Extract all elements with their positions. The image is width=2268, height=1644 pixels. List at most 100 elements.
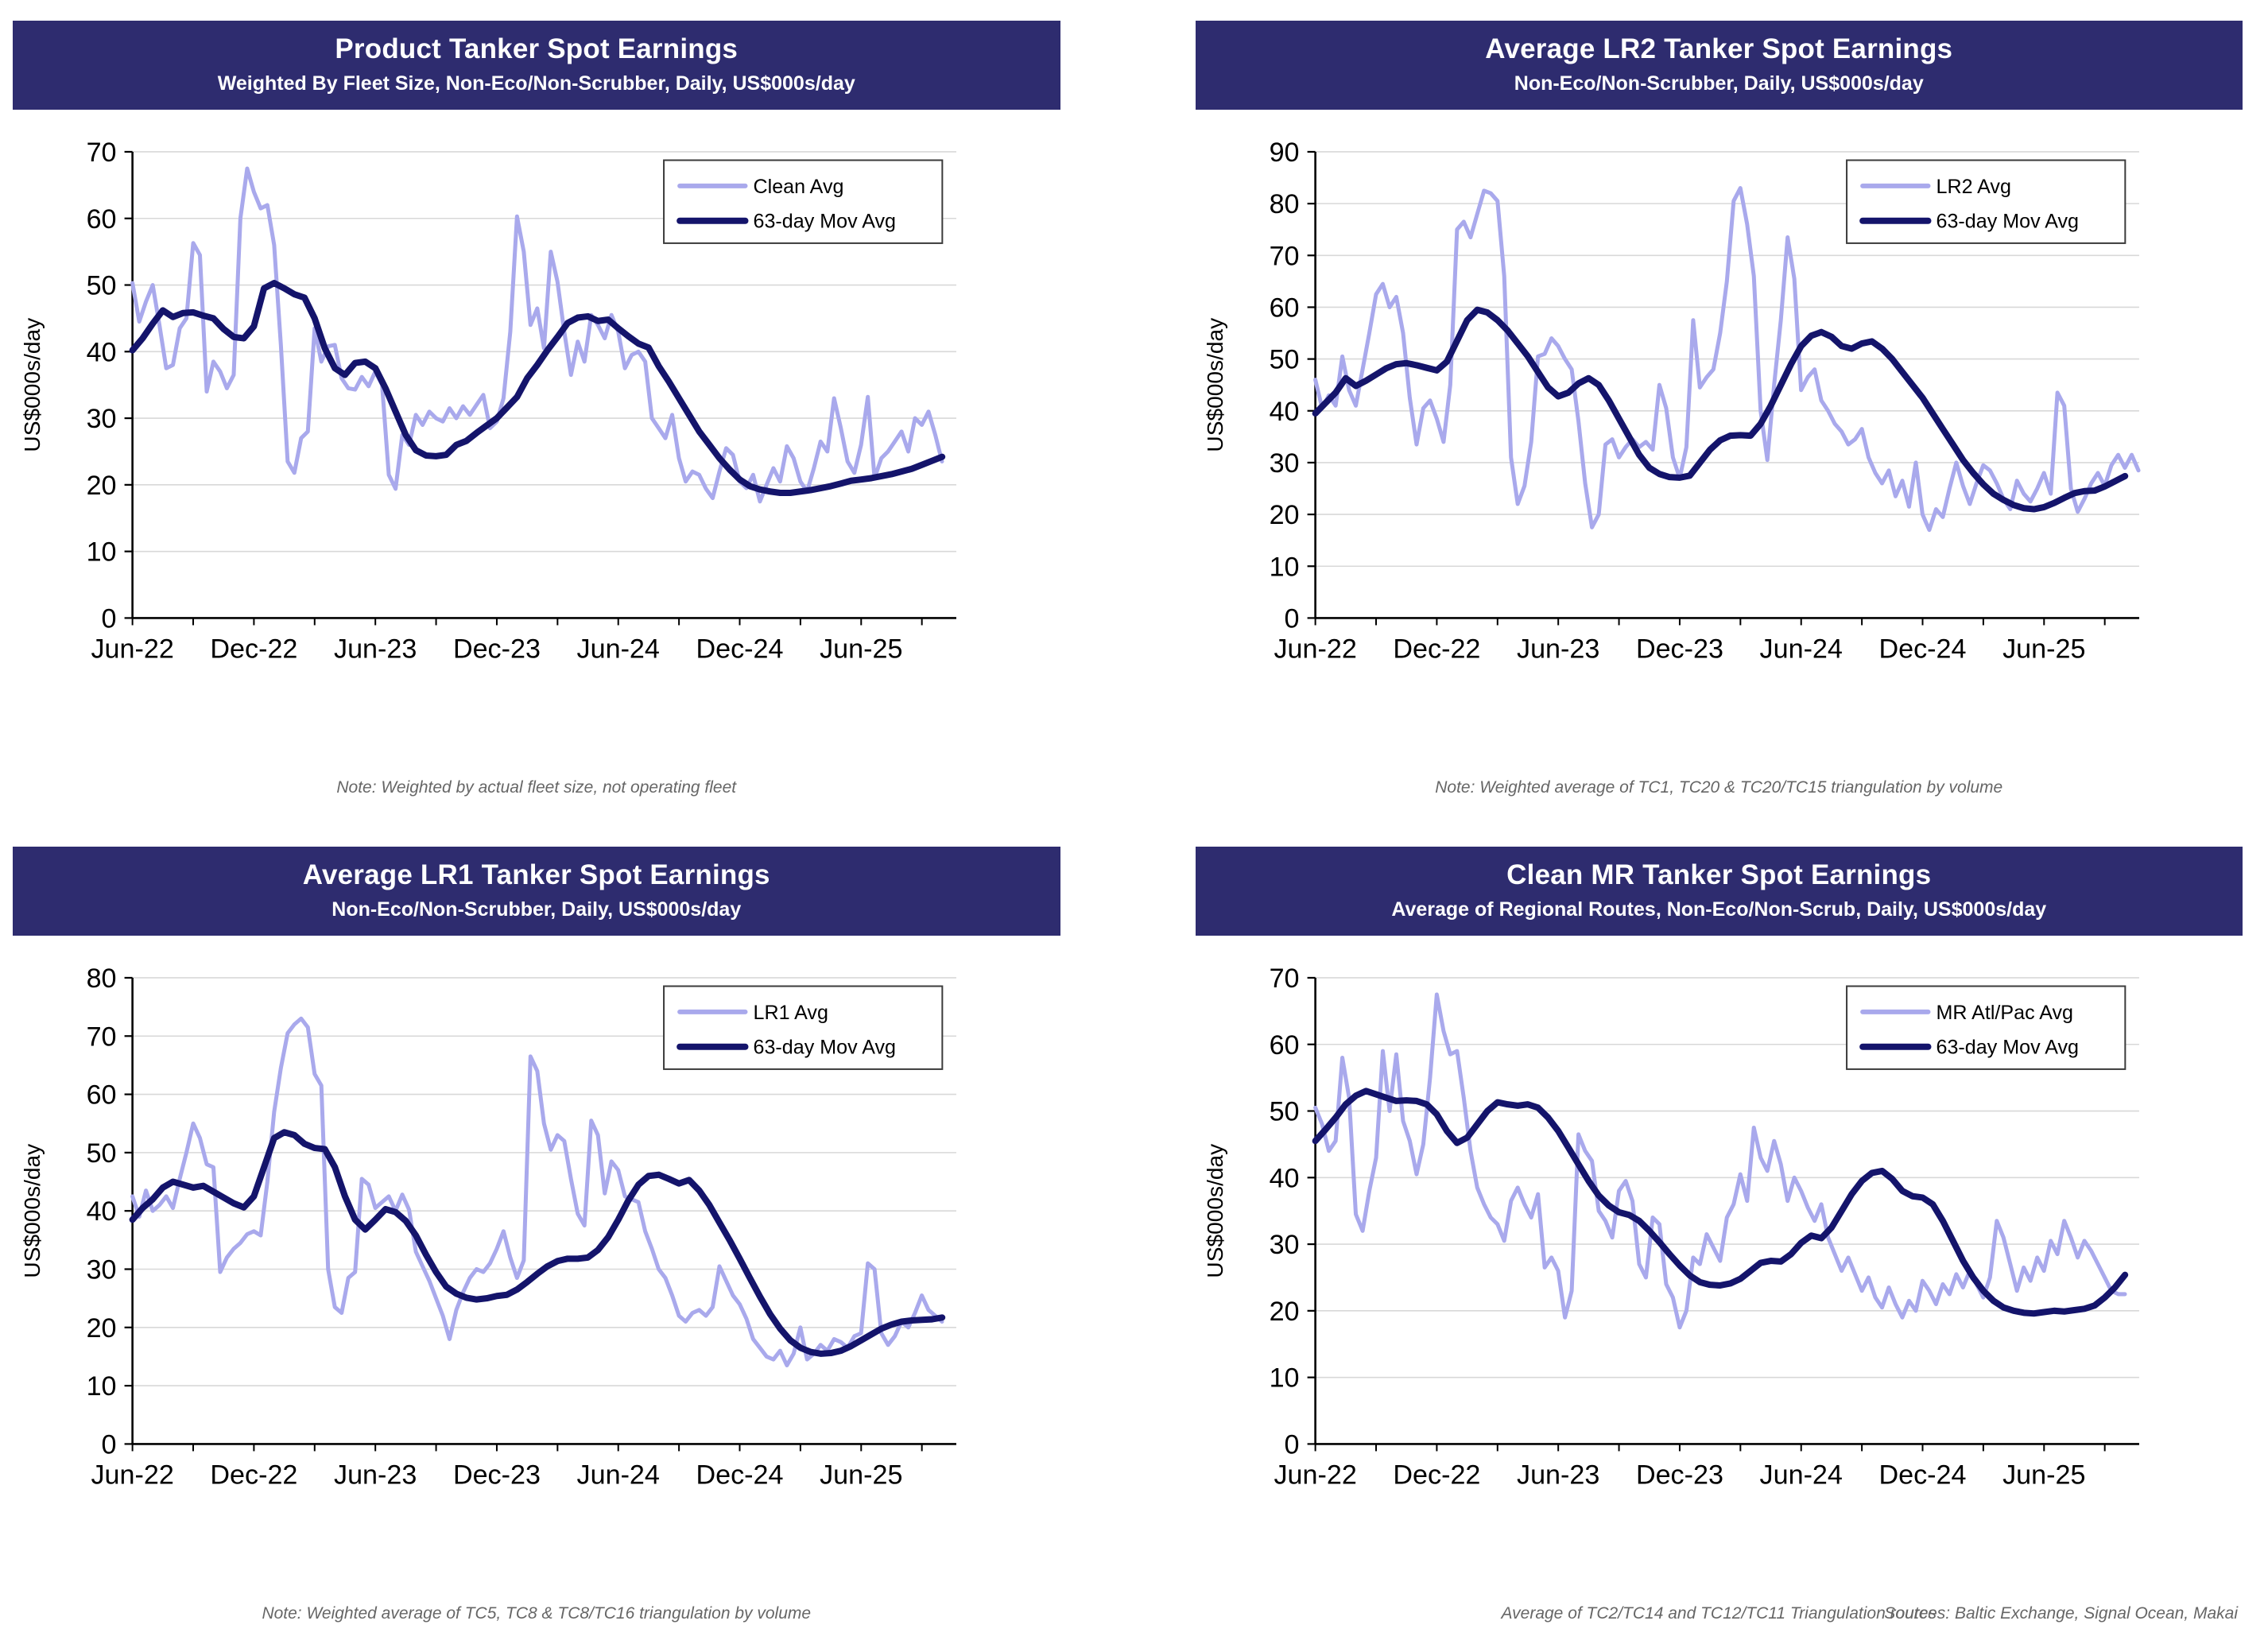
y-tick-label: 50 xyxy=(1269,345,1299,375)
legend-label: 63-day Mov Avg xyxy=(754,1037,896,1059)
chart-subtitle: Non-Eco/Non-Scrubber, Daily, US$000s/day xyxy=(331,898,742,921)
x-tick-label: Dec-24 xyxy=(696,634,783,665)
x-tick-label: Jun-24 xyxy=(577,1460,660,1491)
x-tick-label: Jun-23 xyxy=(334,1460,417,1491)
legend-label: 63-day Mov Avg xyxy=(1936,1037,2078,1059)
chart-note: Note: Weighted average of TC1, TC20 & TC… xyxy=(1435,778,2003,797)
y-tick-label: 0 xyxy=(102,603,117,634)
y-tick-label: 60 xyxy=(87,204,117,235)
y-tick-label: 0 xyxy=(102,1429,117,1460)
y-axis-title: US$000s/day xyxy=(20,1144,45,1278)
panel-footer: Note: Weighted by actual fleet size, not… xyxy=(13,778,1060,812)
chart-panel-lr1: Average LR1 Tanker Spot Earnings Non-Eco… xyxy=(13,847,1060,1638)
y-tick-label: 20 xyxy=(1269,500,1299,530)
chart-note: Note: Weighted average of TC5, TC8 & TC8… xyxy=(262,1604,812,1623)
y-axis-title: US$000s/day xyxy=(1203,318,1227,452)
y-tick-label: 50 xyxy=(87,271,117,301)
y-tick-label: 70 xyxy=(87,1022,117,1052)
y-tick-label: 0 xyxy=(1284,603,1299,634)
panel-footer: Average of TC2/TC14 and TC12/TC11 Triang… xyxy=(1196,1604,2243,1638)
y-tick-label: 70 xyxy=(1269,964,1299,994)
x-tick-label: Jun-24 xyxy=(1759,634,1842,665)
x-tick-label: Jun-25 xyxy=(820,634,902,665)
chart-subtitle: Weighted By Fleet Size, Non-Eco/Non-Scru… xyxy=(217,72,855,95)
x-tick-label: Jun-22 xyxy=(1274,1460,1356,1491)
x-tick-label: Dec-24 xyxy=(1878,1460,1966,1491)
chart-sources: Sources: Baltic Exchange, Signal Ocean, … xyxy=(1884,1604,2238,1623)
x-tick-label: Jun-22 xyxy=(91,1460,173,1491)
y-tick-label: 10 xyxy=(87,537,117,568)
daily-series-line xyxy=(130,1016,944,1368)
chart-canvas-product-tanker: 0 10 20 30 40 50 60 70 Jun-22 Dec-22 Jun-23 Dec-23 J… xyxy=(20,138,956,665)
chart-canvas-lr1: 0 10 20 30 40 50 60 70 80 Jun-22 Dec-22 Jun-23 Dec-2… xyxy=(20,964,956,1491)
chart-canvas-mr: 0 10 20 30 40 50 60 70 Jun-22 Dec-22 Jun-23 Dec-23 J… xyxy=(1203,964,2139,1491)
x-tick-label: Dec-23 xyxy=(453,1460,541,1491)
y-tick-label: 20 xyxy=(87,471,117,501)
y-tick-label: 0 xyxy=(1284,1429,1299,1460)
y-tick-label: 50 xyxy=(1269,1097,1299,1127)
legend-label: 63-day Mov Avg xyxy=(1936,211,2078,233)
legend-label: LR2 Avg xyxy=(1936,176,2010,198)
y-tick-label: 30 xyxy=(87,1255,117,1285)
y-axis-title: US$000s/day xyxy=(1203,1144,1227,1278)
y-tick-label: 30 xyxy=(87,404,117,434)
y-tick-label: 10 xyxy=(87,1371,117,1402)
x-tick-label: Jun-23 xyxy=(1517,1460,1599,1491)
chart-title: Clean MR Tanker Spot Earnings xyxy=(1506,859,1932,890)
chart-title: Average LR1 Tanker Spot Earnings xyxy=(302,859,770,890)
chart-canvas-lr2: 0 10 20 30 40 50 60 70 80 90 Jun-22 Dec-22 Jun-23 Dec… xyxy=(1203,138,2141,665)
x-tick-label: Dec-22 xyxy=(210,634,297,665)
x-tick-label: Dec-23 xyxy=(1635,634,1723,665)
chart-area: 0 10 20 30 40 50 60 70 Jun-22 Dec-22 Jun-23 Dec-23 J… xyxy=(13,110,1060,778)
moving-average-line xyxy=(129,1129,946,1357)
y-tick-label: 80 xyxy=(87,964,117,994)
y-tick-label: 80 xyxy=(1269,189,1299,219)
x-tick-label: Dec-24 xyxy=(696,1460,783,1491)
daily-series-line xyxy=(1312,186,2141,533)
x-tick-label: Dec-24 xyxy=(1878,634,1966,665)
y-tick-label: 90 xyxy=(1269,138,1299,168)
moving-average-line xyxy=(129,280,946,496)
x-tick-label: Jun-22 xyxy=(1274,634,1356,665)
legend-label: Clean Avg xyxy=(754,176,844,198)
y-tick-label: 70 xyxy=(1269,241,1299,271)
x-tick-label: Dec-23 xyxy=(1635,1460,1723,1491)
chart-area: 0 10 20 30 40 50 60 70 Jun-22 Dec-22 Jun-23 Dec-23 J… xyxy=(1196,936,2243,1604)
chart-note: Note: Weighted by actual fleet size, not… xyxy=(336,778,737,797)
x-tick-label: Dec-22 xyxy=(1393,634,1480,665)
x-tick-label: Jun-23 xyxy=(334,634,417,665)
moving-average-line xyxy=(1312,306,2128,513)
x-tick-label: Jun-25 xyxy=(820,1460,902,1491)
chart-subtitle: Average of Regional Routes, Non-Eco/Non-… xyxy=(1391,898,2047,921)
panel-header: Product Tanker Spot Earnings Weighted By… xyxy=(13,21,1060,110)
moving-average-line xyxy=(1312,1088,2128,1317)
legend-box xyxy=(663,985,944,1070)
legend-label: 63-day Mov Avg xyxy=(754,211,896,233)
x-tick-label: Dec-23 xyxy=(453,634,541,665)
x-tick-label: Jun-25 xyxy=(2002,1460,2085,1491)
chart-title: Product Tanker Spot Earnings xyxy=(335,33,739,64)
chart-title: Average LR2 Tanker Spot Earnings xyxy=(1485,33,1953,64)
chart-subtitle: Non-Eco/Non-Scrubber, Daily, US$000s/day xyxy=(1514,72,1924,95)
chart-panel-lr2: Average LR2 Tanker Spot Earnings Non-Eco… xyxy=(1195,21,2243,812)
x-tick-label: Dec-22 xyxy=(1393,1460,1480,1491)
x-tick-label: Jun-22 xyxy=(91,634,173,665)
panel-footer: Note: Weighted average of TC5, TC8 & TC8… xyxy=(13,1604,1060,1638)
y-tick-label: 40 xyxy=(87,1196,117,1227)
x-tick-label: Jun-24 xyxy=(1759,1460,1842,1491)
y-tick-label: 50 xyxy=(87,1138,117,1169)
legend-label: MR Atl/Pac Avg xyxy=(1936,1002,2072,1024)
panel-header: Clean MR Tanker Spot Earnings Average of… xyxy=(1195,847,2243,936)
y-tick-label: 40 xyxy=(1269,397,1299,427)
panel-header: Average LR2 Tanker Spot Earnings Non-Eco… xyxy=(1195,21,2243,110)
y-tick-label: 40 xyxy=(1269,1163,1299,1193)
x-tick-label: Jun-23 xyxy=(1517,634,1599,665)
y-tick-label: 10 xyxy=(1269,1363,1299,1394)
y-tick-label: 30 xyxy=(1269,448,1299,479)
y-tick-label: 70 xyxy=(87,138,117,168)
y-tick-label: 60 xyxy=(1269,1030,1299,1060)
legend-box xyxy=(1845,985,2126,1070)
chart-area: 0 10 20 30 40 50 60 70 80 90 Jun-22 Dec-22 Jun-23 Dec… xyxy=(1196,110,2243,778)
y-tick-label: 60 xyxy=(1269,293,1299,323)
